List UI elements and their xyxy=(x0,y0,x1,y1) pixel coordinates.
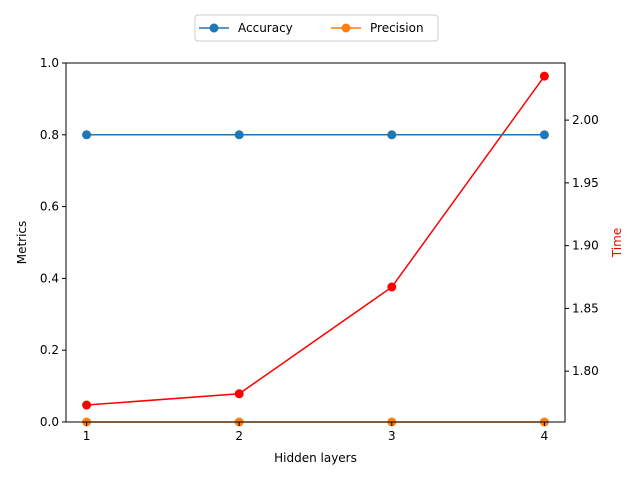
right-y-axis-label: Time xyxy=(610,228,624,258)
series-line-time xyxy=(86,75,546,406)
x-axis-label: Hidden layers xyxy=(274,451,357,465)
data-point-time xyxy=(387,282,397,292)
right-y-tick-label: 1.90 xyxy=(572,239,599,253)
x-tick-label: 1 xyxy=(83,429,91,443)
left-y-tick-label: 0.8 xyxy=(40,128,59,142)
legend-label-accuracy: Accuracy xyxy=(238,21,293,35)
axes-layer: 1 2 3 4 0.0 0.2 0.4 0.6 0.8 1.0 1.80 1.85 1.90 1.95 2.… xyxy=(40,56,599,443)
left-y-tick-label: 0.6 xyxy=(40,200,59,214)
legend: Accuracy Precision xyxy=(194,14,439,42)
left-y-tick-label: 0.4 xyxy=(40,271,59,285)
plot-frame xyxy=(65,62,566,423)
right-y-tick-label: 2.00 xyxy=(572,113,599,127)
legend-marker-precision xyxy=(341,23,351,33)
left-y-tick-label: 0.2 xyxy=(40,343,59,357)
data-point-accuracy xyxy=(82,130,92,140)
left-y-tick-label: 0.0 xyxy=(40,415,59,429)
right-y-tick-label: 1.95 xyxy=(572,176,599,190)
legend-box xyxy=(194,14,439,42)
data-point-accuracy xyxy=(539,130,549,140)
x-tick-label: 4 xyxy=(541,429,549,443)
data-point-time xyxy=(234,389,244,399)
data-point-accuracy xyxy=(234,130,244,140)
data-point-time xyxy=(539,71,549,81)
legend-label-precision: Precision xyxy=(370,21,424,35)
legend-marker-accuracy xyxy=(209,23,219,33)
right-y-tick-label: 1.85 xyxy=(572,301,599,315)
data-point-accuracy xyxy=(387,130,397,140)
left-y-axis-label: Metrics xyxy=(15,221,29,265)
left-y-tick-label: 1.0 xyxy=(40,56,59,70)
data-point-time xyxy=(82,400,92,410)
right-y-tick-label: 1.80 xyxy=(572,364,599,378)
x-tick-label: 3 xyxy=(388,429,396,443)
x-tick-label: 2 xyxy=(235,429,243,443)
